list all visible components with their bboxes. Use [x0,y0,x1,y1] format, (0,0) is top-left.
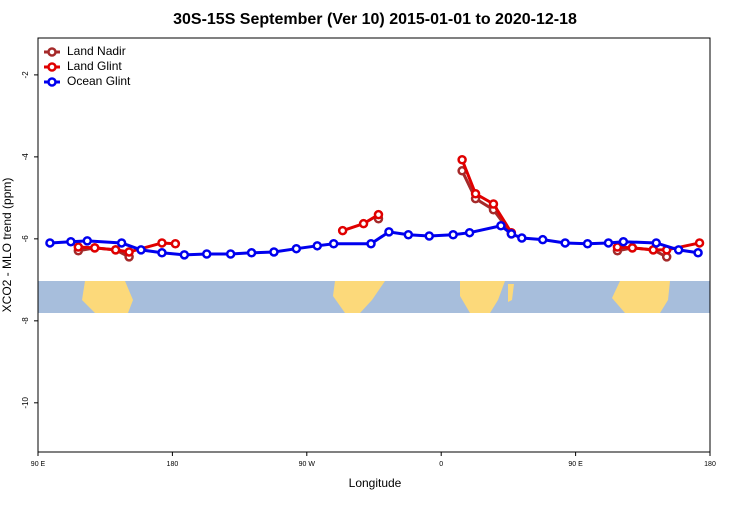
point [170,239,181,249]
x-tick-label: 180 [167,461,179,468]
legend-label: Land Nadir [67,44,126,58]
point [66,236,76,247]
point [506,229,517,239]
point [560,238,570,248]
point [694,238,705,248]
point [424,231,435,241]
point [110,245,121,255]
point [73,242,84,252]
map-band [38,281,710,313]
point [603,238,614,248]
x-tick-label: 0 [439,461,443,468]
point [537,234,548,245]
point [582,239,593,249]
chart-title: 30S-15S September (Ver 10) 2015-01-01 to… [173,11,577,28]
point [464,227,475,238]
point [693,248,703,258]
legend-label: Ocean Glint [67,74,131,88]
y-tick-label: -4 [21,153,30,161]
point [82,236,93,246]
y-axis-label: XCO2 - MLO trend (ppm) [0,178,14,313]
point [457,154,467,165]
point [618,236,629,247]
point [448,230,458,240]
plot-frame [37,37,711,453]
point [116,238,127,248]
point [136,245,146,255]
point [470,189,481,199]
point [496,220,506,231]
x-tick-label: 90 E [568,461,583,468]
point [269,247,279,257]
x-tick-label: 90 E [31,461,46,468]
point [225,249,236,259]
point [384,227,394,237]
point [517,233,527,243]
y-tick-label: -8 [21,317,30,325]
x-tick-label: 180 [704,461,716,468]
legend-marker [47,77,57,87]
point [291,243,302,254]
point [45,238,55,248]
point [246,248,257,258]
legend-marker [47,47,57,57]
point [337,225,348,236]
y-tick-label: -10 [21,396,30,408]
point [312,241,323,251]
x-axis-label: Longitude [349,476,402,490]
point [157,248,167,258]
point [157,238,167,248]
point [627,243,638,253]
point [179,250,190,260]
point [124,247,134,257]
legend-marker [47,62,57,72]
point [488,199,499,209]
point [201,249,212,259]
point [673,245,684,255]
point [373,209,384,220]
point [358,218,369,229]
point [403,230,414,240]
x-tick-label: 90 W [299,461,316,468]
point [366,239,376,249]
point [89,243,100,253]
point [328,239,339,249]
legend-label: Land Glint [67,59,122,73]
y-tick-label: -6 [21,235,30,243]
y-tick-label: -2 [21,71,30,79]
point [651,238,661,248]
series-line [78,159,700,254]
